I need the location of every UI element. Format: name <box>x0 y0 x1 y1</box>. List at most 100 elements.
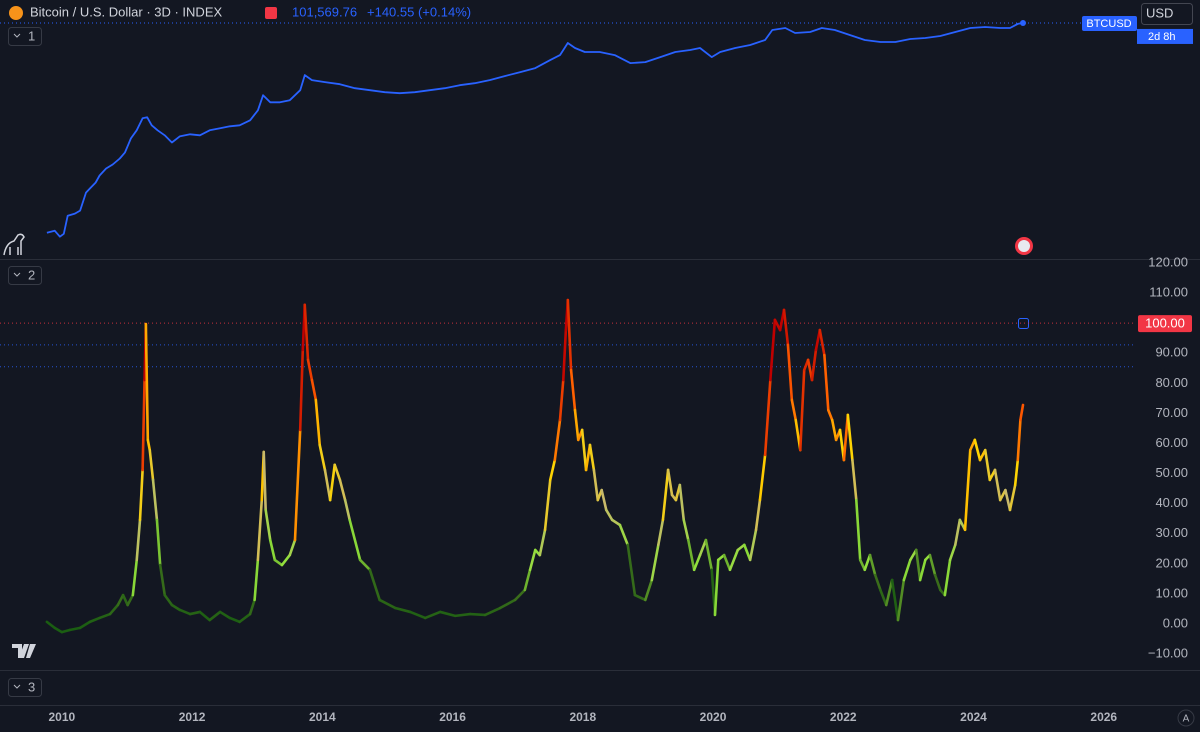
series-label: BTCUSD <box>1086 18 1131 30</box>
line-segment <box>78 620 92 630</box>
line-segment <box>333 463 342 482</box>
line-segment <box>754 498 762 532</box>
line-segment <box>618 523 630 547</box>
y-tick-label: 30.00 <box>1155 525 1188 540</box>
line-segment <box>98 612 112 620</box>
line-segment <box>188 610 202 616</box>
line-segment <box>483 606 502 617</box>
line-segment <box>826 408 834 422</box>
x-tick-label: 2024 <box>960 710 987 724</box>
line-segment <box>588 443 596 472</box>
line-segment <box>158 563 167 597</box>
line-segment <box>661 468 670 522</box>
line-segment <box>438 610 457 618</box>
chevron-icon[interactable] <box>13 272 21 277</box>
line-segment <box>306 358 314 382</box>
line-segment <box>131 558 139 597</box>
pane-label[interactable]: 3 <box>28 679 35 694</box>
line-segment <box>498 598 517 610</box>
line-segment <box>151 478 159 522</box>
scale-mode-label[interactable]: A <box>1183 714 1190 725</box>
y-tick-label: 0.00 <box>1163 615 1188 630</box>
line-segment <box>953 518 962 547</box>
x-tick-label: 2012 <box>179 710 206 724</box>
line-segment <box>644 578 654 602</box>
y-tick-label: −10.00 <box>1148 645 1188 660</box>
line-segment <box>144 322 150 442</box>
line-segment <box>178 608 192 616</box>
pane-label[interactable]: 2 <box>28 267 35 282</box>
line-segment <box>573 408 580 442</box>
line-segment <box>121 593 129 607</box>
line-segment <box>88 616 101 624</box>
pane-toggle-box[interactable] <box>8 27 42 46</box>
scale-mode-button[interactable] <box>1177 709 1195 727</box>
pane-toggle[interactable]: 3 <box>8 678 42 697</box>
y-tick-label: 70.00 <box>1155 405 1188 420</box>
x-tick-label: 2026 <box>1090 710 1117 724</box>
line-segment <box>343 498 351 522</box>
line-segment <box>566 298 573 372</box>
line-segment <box>868 553 877 577</box>
line-segment <box>561 328 568 382</box>
price-line <box>46 22 1024 238</box>
line-segment <box>973 438 982 462</box>
market-status[interactable] <box>265 7 277 19</box>
countdown: 2d 8h <box>1148 31 1176 43</box>
line-segment <box>830 418 838 442</box>
line-segment <box>610 518 622 527</box>
pane-label[interactable]: 1 <box>28 28 35 43</box>
line-segment <box>758 453 767 502</box>
x-tick-label: 2022 <box>830 710 857 724</box>
line-segment <box>854 498 862 562</box>
chevron-icon[interactable] <box>13 33 21 38</box>
line-segment <box>742 543 752 562</box>
symbol-icon <box>9 6 23 20</box>
chevron-icon[interactable] <box>13 684 21 689</box>
line-segment <box>288 538 297 557</box>
pane-toggle[interactable]: 2 <box>8 266 42 285</box>
currency-button[interactable] <box>1141 3 1193 25</box>
line-segment <box>1008 483 1017 512</box>
line-segment <box>650 543 660 582</box>
line-segment <box>408 610 427 620</box>
line-segment <box>553 418 562 462</box>
line-segment <box>141 378 146 472</box>
line-segment <box>993 468 1002 502</box>
line-segment <box>626 543 637 597</box>
line-segment <box>323 468 332 502</box>
line-segment <box>983 448 992 482</box>
line-segment <box>769 318 777 382</box>
line-segment <box>666 468 674 497</box>
line-segment <box>208 610 222 622</box>
line-segment <box>126 593 135 607</box>
line-segment <box>523 568 532 592</box>
line-segment <box>310 378 318 402</box>
line-segment <box>248 598 256 616</box>
x-tick-label: 2016 <box>439 710 466 724</box>
pane-toggle[interactable]: 1 <box>8 27 42 46</box>
currency-label[interactable]: USD <box>1146 5 1173 20</box>
line-segment <box>884 578 894 607</box>
symbol-title[interactable]: Bitcoin / U.S. Dollar · 3D · INDEX <box>30 4 222 19</box>
pane-toggle-box[interactable] <box>8 678 42 697</box>
line-segment <box>580 428 588 472</box>
line-segment <box>262 450 267 512</box>
line-segment <box>256 498 264 562</box>
line-segment <box>963 448 972 532</box>
events-flag[interactable] <box>1015 237 1033 255</box>
y-tick-label: 40.00 <box>1155 495 1188 510</box>
flag-icon[interactable] <box>1018 240 1030 252</box>
tv-logo <box>12 644 36 658</box>
line-segment <box>846 413 854 462</box>
line-segment <box>928 553 937 577</box>
pane-toggle-box[interactable] <box>8 266 42 285</box>
line-segment <box>1019 403 1025 422</box>
price-change: +140.55 (+0.14%) <box>367 4 471 19</box>
x-tick-label: 2018 <box>569 710 596 724</box>
line-segment <box>348 518 362 562</box>
line-segment <box>948 543 957 562</box>
series-label-box <box>1082 15 1137 31</box>
